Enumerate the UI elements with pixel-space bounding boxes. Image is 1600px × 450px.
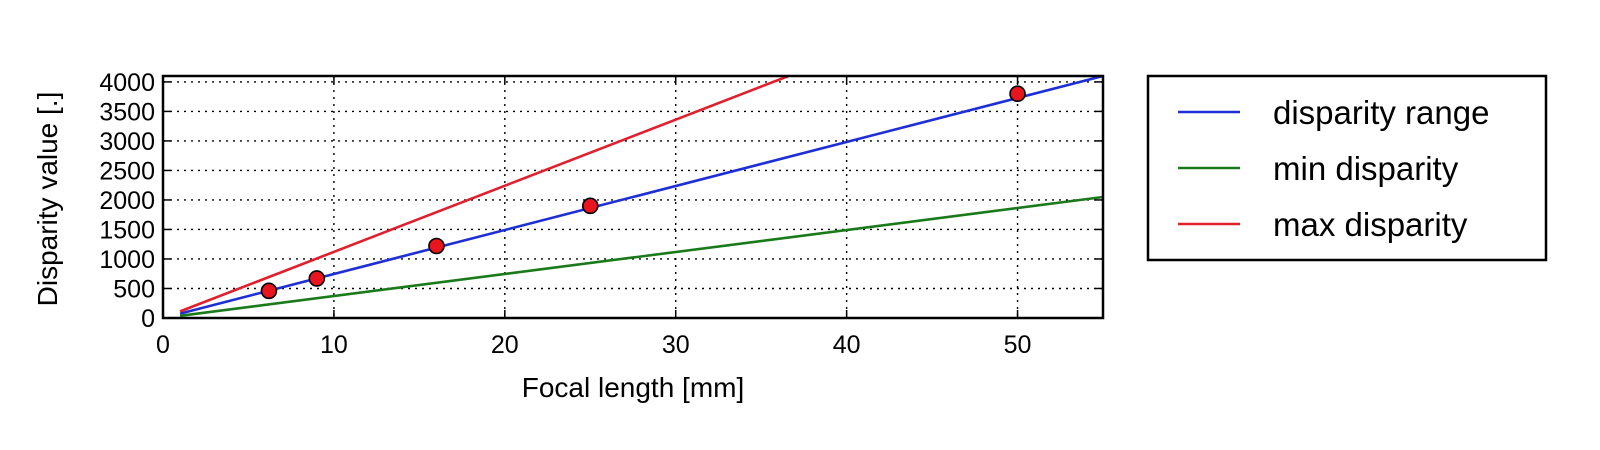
series-lines bbox=[179, 74, 1104, 318]
x-tick-label: 30 bbox=[662, 331, 690, 359]
series-line bbox=[179, 74, 1104, 315]
y-tick-label: 0 bbox=[141, 305, 155, 333]
tick-labels: 0 10 20 30 40 5005001000150020002500300035004… bbox=[99, 69, 1031, 359]
x-tick-label: 50 bbox=[1004, 331, 1032, 359]
y-tick-label: 500 bbox=[113, 275, 155, 303]
x-axis-label: Focal length [mm] bbox=[522, 372, 745, 403]
legend-label: min disparity bbox=[1273, 150, 1459, 187]
y-tick-label: 1000 bbox=[99, 246, 155, 274]
y-axis-label: Disparity value [.] bbox=[32, 92, 63, 307]
x-tick-label: 20 bbox=[491, 331, 519, 359]
y-tick-label: 1500 bbox=[99, 216, 155, 244]
data-point bbox=[1009, 85, 1026, 103]
y-tick-label: 3000 bbox=[99, 128, 155, 156]
legend-label: max disparity bbox=[1273, 206, 1468, 243]
data-point bbox=[260, 282, 278, 300]
y-tick-label: 2500 bbox=[99, 157, 155, 185]
y-tick-label: 3500 bbox=[99, 98, 155, 126]
y-tick-label: 4000 bbox=[99, 69, 155, 97]
data-markers bbox=[260, 85, 1026, 300]
data-point bbox=[581, 197, 599, 215]
series-line bbox=[179, 195, 1104, 318]
y-tick-label: 2000 bbox=[99, 187, 155, 215]
legend-label: disparity range bbox=[1273, 94, 1489, 131]
plot-frame bbox=[161, 74, 1105, 320]
legend: disparity range min disparity max disparit… bbox=[1146, 74, 1548, 262]
x-tick-label: 10 bbox=[320, 331, 348, 359]
x-tick-label: 0 bbox=[156, 331, 170, 359]
data-point bbox=[428, 237, 445, 255]
data-point bbox=[308, 270, 326, 287]
x-tick-label: 40 bbox=[833, 331, 861, 359]
axis-ticks bbox=[162, 76, 1103, 319]
series-line bbox=[179, 74, 789, 313]
